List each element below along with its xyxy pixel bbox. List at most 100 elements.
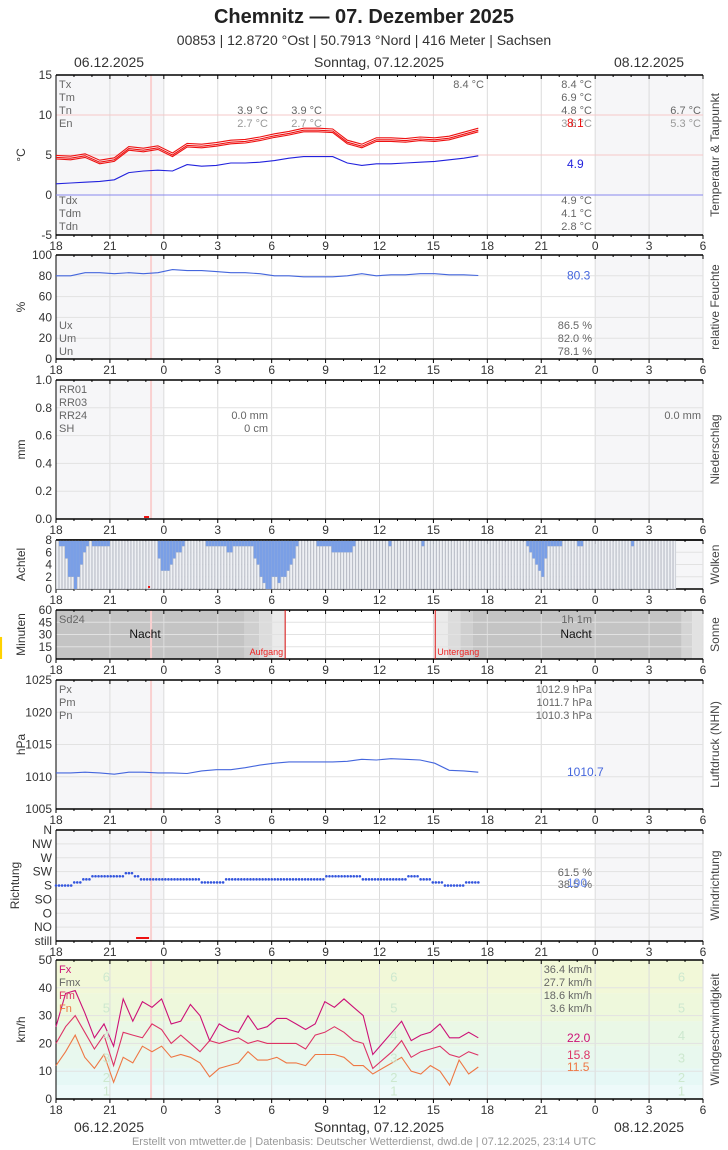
current-humidity: 80.3 [567,268,591,282]
wind-dir-dot [331,874,334,878]
y-tick-label: 80 [39,269,53,283]
panel-title: Luftdruck (NHN) [708,701,722,788]
wind-dir-dot [267,878,270,881]
wind-dir-dot [109,874,112,878]
wind-mean-line [55,1014,479,1070]
x-tick-label: 0 [592,593,599,607]
x-tick-label: 6 [700,945,707,959]
wind-dir-dot [474,881,477,884]
x-tick-label: 0 [592,363,599,377]
x-tick-label: 3 [214,593,221,607]
y-tick-label: 0 [45,582,52,596]
wind-dir-dot [449,884,453,887]
y-tick-label: 30 [39,1009,53,1023]
y-tick-label: NW [32,837,53,851]
stat-value: 1010.3 hPa [536,710,593,722]
y-tick-label: 0.8 [35,401,52,415]
wind-dir-dot [349,874,353,878]
y-tick-label: 5 [45,148,52,162]
x-tick-label: 21 [103,945,117,959]
stat-label: Un [59,346,73,358]
x-tick-label: 0 [592,945,599,959]
x-tick-label: 21 [535,593,549,607]
x-tick-label: 12 [373,813,387,827]
x-tick-label: 21 [103,663,117,677]
x-tick-label: 0 [160,363,167,377]
stat-value: 0.0 mm [231,410,268,422]
wind-dir-dot [127,871,131,875]
x-tick-label: 12 [373,945,387,959]
x-tick-label: 18 [481,239,495,253]
wind-dir-dot [431,881,435,884]
x-tick-label: 18 [49,593,63,607]
wind-dir-dot [151,878,155,881]
wind-dir-dot [370,878,374,881]
wind-dir-dot [464,881,468,884]
y-axis-label: Richtung [8,862,22,909]
wind-dir-dot [416,874,419,878]
y-tick-label: 1005 [25,802,52,816]
x-tick-label: 18 [481,593,495,607]
wind-dir-dot [206,881,210,884]
stat-value: 4.1 °C [561,208,592,220]
x-tick-label: 18 [481,1103,495,1117]
wind-gust-line [55,989,479,1056]
y-tick-label: SW [33,865,53,879]
y-tick-label: 1020 [25,705,52,719]
humidity-line [56,269,479,278]
panel-title: relative Feuchte [708,264,722,350]
stat-value: 6.9 °C [561,92,592,104]
wind-min-line [55,1033,479,1087]
y-tick-label: 30 [39,628,53,642]
wind-dir-dot [197,878,201,881]
wind-dir-dot [285,878,289,881]
beaufort-label: 6 [678,970,685,985]
y-tick-label: 1.0 [35,373,52,387]
stat-label: RR24 [59,410,87,422]
current-temp: 8.1 [567,116,584,130]
wind-dir-dot [470,881,474,884]
x-tick-label: 0 [592,813,599,827]
wind-dir-dot [72,881,76,884]
night-label: Nacht [129,627,161,641]
wind-dir-dot [209,881,213,884]
date-row-top: 06.12.2025 Sonntag, 07.12.2025 08.12.202… [0,54,728,72]
wind-dir-dot [373,878,377,881]
stat-value: 8.4 °C [561,79,592,91]
x-tick-label: 0 [160,593,167,607]
wind-dir-dot [158,878,161,881]
wind-dir-dot [309,878,313,881]
x-tick-label: 9 [322,363,329,377]
y-tick-label: 4 [45,558,52,572]
wind-dir-dot [142,878,146,881]
y-tick-label: 1025 [25,673,52,687]
date-right: 08.12.2025 [614,54,685,70]
wind-dir-dot [401,878,404,881]
wind-dir-dot [364,878,368,881]
wind-dir-dot [440,881,444,884]
wind-dir-dot [167,878,170,881]
current-min: 11.5 [567,1060,590,1074]
x-tick-label: 21 [103,593,117,607]
x-tick-label: 9 [322,593,329,607]
x-tick-label: 9 [322,663,329,677]
wind-dir-dot [176,878,179,881]
x-tick-label: 0 [160,813,167,827]
y-tick-label: W [41,851,53,865]
temperature-panel [55,74,704,239]
wind-dir-dot [322,878,325,881]
x-tick-label: 6 [268,363,275,377]
wind-dir-dot [288,878,292,881]
x-tick-label: 18 [481,523,495,537]
wind-dir-dot [319,878,322,881]
wind-dir-dot [461,884,465,887]
x-tick-label: 21 [535,239,549,253]
wind-dir-dot [404,878,407,881]
current-dewpoint: 4.9 [567,157,584,171]
stat-label: Pm [59,697,76,709]
pressure-line [56,758,479,775]
wind-dir-dot [115,874,119,878]
wind-dir-dot [88,878,91,881]
wind-dir-dot [97,874,100,878]
y-tick-label: NO [34,920,52,934]
